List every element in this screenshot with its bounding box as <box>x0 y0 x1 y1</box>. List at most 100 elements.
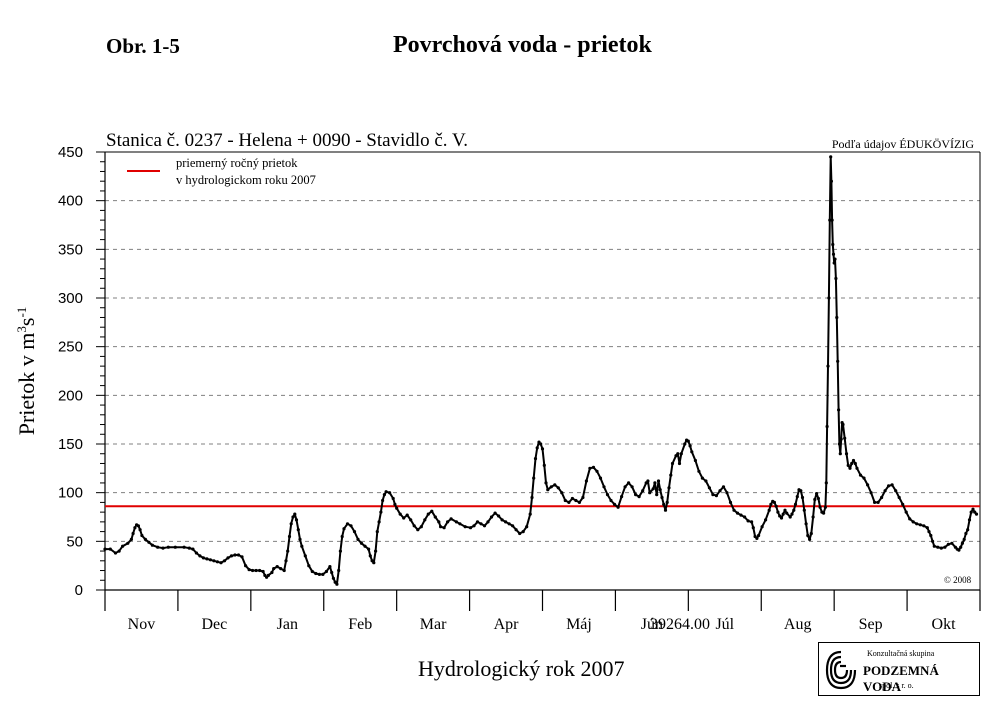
flow-data-point <box>858 473 863 477</box>
flow-data-point <box>908 517 912 521</box>
flow-data-point <box>294 518 299 522</box>
flow-data-point <box>971 507 975 511</box>
figure-label: Obr. 1-5 <box>106 34 180 58</box>
flow-data-point <box>131 531 135 536</box>
flow-data-point <box>646 479 650 483</box>
flow-data-point <box>894 489 898 493</box>
flow-data-point <box>880 495 884 500</box>
flow-data-point <box>103 547 107 551</box>
flow-data-point <box>233 553 237 557</box>
flow-data-point <box>493 511 497 515</box>
flow-data-point <box>837 442 842 446</box>
flow-data-point <box>382 493 386 497</box>
flow-data-point <box>732 508 736 512</box>
flow-data-point <box>660 495 664 500</box>
flow-data-point <box>251 568 255 573</box>
flow-data-point <box>751 526 755 530</box>
flow-data-point <box>799 489 803 493</box>
flow-data-point <box>215 560 219 564</box>
flow-data-point <box>676 452 680 456</box>
source-note: Podľa údajov ÉDUKÖVÍZIG <box>831 137 974 151</box>
flow-data-point <box>833 257 837 261</box>
flow-data-point <box>398 512 402 516</box>
flow-data-point <box>226 556 230 560</box>
y-tick-label: 350 <box>58 241 83 258</box>
flow-data-point <box>198 554 202 558</box>
flow-data-point <box>679 452 683 456</box>
flow-data-point <box>293 512 297 516</box>
flow-data-point <box>328 565 332 569</box>
flow-data-point <box>790 512 794 516</box>
flow-data-point <box>853 461 857 466</box>
flow-data-point <box>307 564 311 568</box>
x-axis-title: Hydrologický rok 2007 <box>418 656 625 681</box>
flow-data-point <box>454 520 458 524</box>
flow-data-point <box>337 568 341 573</box>
flow-data-point <box>533 457 538 461</box>
flow-data-point <box>166 545 170 549</box>
flow-data-point <box>665 500 669 504</box>
flow-data-point <box>950 541 954 545</box>
month-label: Júl <box>715 616 734 633</box>
flow-data-point <box>479 522 483 526</box>
flow-data-point <box>841 422 845 427</box>
flow-data-point <box>911 520 915 524</box>
flow-data-point <box>829 179 834 183</box>
flow-data-point <box>212 559 216 563</box>
flow-data-point <box>946 542 951 546</box>
flow-data-point <box>967 518 972 522</box>
flow-data-point <box>219 561 223 565</box>
flow-data-point <box>282 568 286 573</box>
flow-data-point <box>363 544 367 548</box>
flow-data-point <box>222 559 227 563</box>
logo-line-3: spol. s r. o. <box>879 681 914 690</box>
flow-data-point <box>430 509 434 513</box>
month-label: Sep <box>859 616 883 633</box>
flow-data-point <box>960 541 965 545</box>
flow-data-point <box>544 481 548 485</box>
flow-data-point <box>423 518 427 522</box>
flow-data-point <box>662 502 666 506</box>
flow-data-point <box>532 476 536 480</box>
flow-data-point <box>832 261 836 265</box>
flow-data-point <box>690 450 694 454</box>
flow-data-point <box>932 544 936 548</box>
flow-data-point <box>725 491 729 495</box>
month-label: Jan <box>277 616 298 633</box>
flow-data-point <box>704 479 708 483</box>
flow-data-point <box>735 511 740 515</box>
flow-data-point <box>321 572 325 577</box>
y-tick-label: 150 <box>58 436 83 453</box>
flow-data-point <box>349 524 353 528</box>
flow-data-point <box>656 479 661 483</box>
flow-data-point <box>959 545 963 549</box>
flow-data-point <box>539 442 543 446</box>
flow-data-point <box>138 528 142 532</box>
flow-data-point <box>126 541 130 545</box>
y-tick-labels: 0 50 100 150 200 250 300 350 400 450 <box>58 144 83 599</box>
flow-data-point <box>549 485 553 489</box>
flow-data-point <box>792 508 796 512</box>
flow-data-point <box>486 520 490 524</box>
flow-data-point <box>384 490 388 494</box>
flow-data-point <box>150 543 154 547</box>
flow-data-point <box>822 511 826 515</box>
flow-data-point <box>510 524 515 528</box>
flow-data-point <box>670 461 675 466</box>
flow-data-point <box>818 505 822 509</box>
series-layer <box>103 155 979 586</box>
flow-data-point <box>258 568 262 573</box>
flow-data-point <box>546 488 550 492</box>
flow-data-point <box>836 359 840 363</box>
flow-data-point <box>416 528 420 532</box>
flow-data-point <box>581 495 585 500</box>
flow-data-point <box>393 502 397 506</box>
flow-data-point <box>405 513 409 517</box>
flow-data-point <box>641 489 645 493</box>
flow-data-point <box>839 437 843 441</box>
flow-data-point <box>623 485 627 489</box>
flow-data-point <box>939 546 943 550</box>
y-tick-label: 100 <box>58 485 83 502</box>
flow-data-point <box>563 498 567 503</box>
flow-data-point <box>570 496 575 501</box>
